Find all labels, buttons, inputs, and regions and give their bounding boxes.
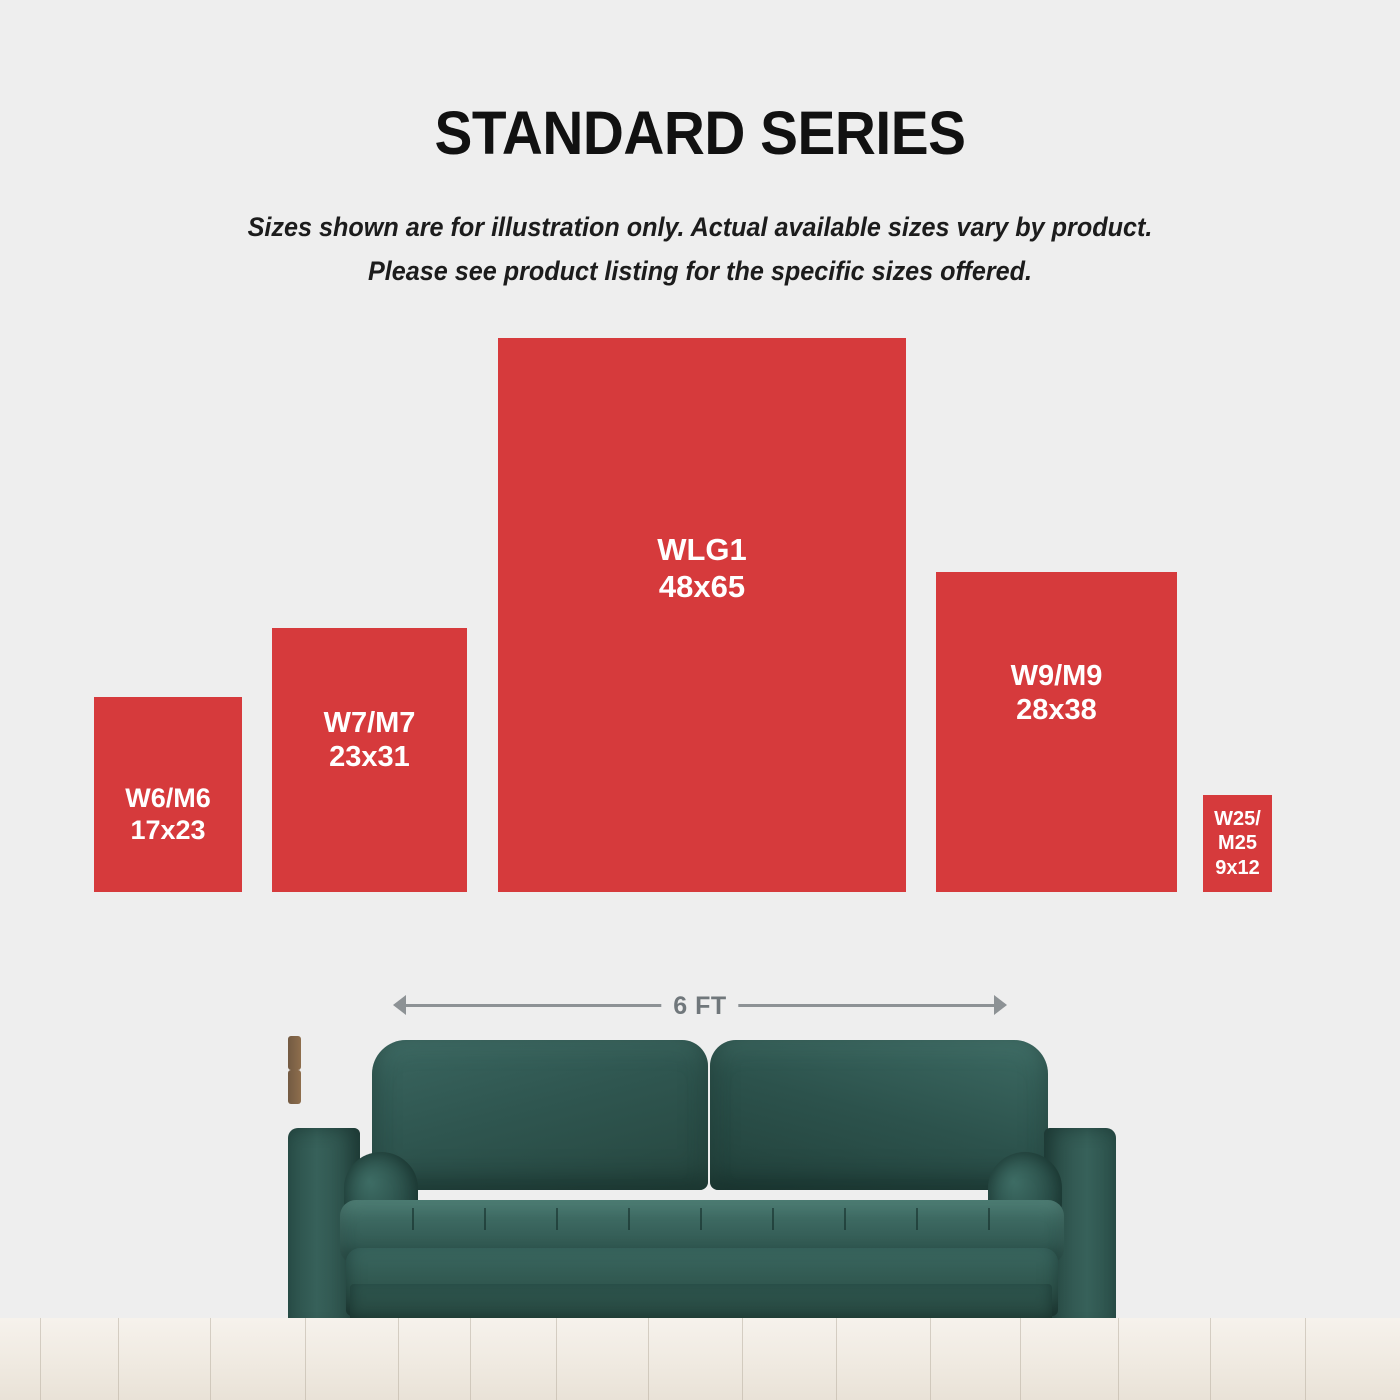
frame-name: W6/M6 xyxy=(125,782,211,813)
frame-size: 17x23 xyxy=(130,814,206,845)
frame-name-part-1: W25/ xyxy=(1214,807,1261,830)
sofa-skirt xyxy=(350,1284,1052,1324)
frame-name: W7/M7 xyxy=(323,706,416,739)
floor-plank-line xyxy=(742,1318,743,1400)
size-frame-wlg1[interactable]: WLG1 48x65 xyxy=(498,338,906,892)
arrow-right-icon xyxy=(994,995,1007,1015)
floor xyxy=(0,1318,1400,1400)
sofa-leg-back-right xyxy=(288,1070,301,1104)
subtitle-line-2: Please see product listing for the speci… xyxy=(367,256,1033,286)
seat-tuft-line xyxy=(988,1208,990,1230)
measure-label: 6 FT xyxy=(661,989,739,1024)
floor-plank-line xyxy=(1305,1318,1306,1400)
size-frame-w9-m9[interactable]: W9/M9 28x38 xyxy=(936,572,1177,892)
frame-size: 48x65 xyxy=(658,569,746,604)
sofa-leg-back-left xyxy=(288,1036,301,1070)
size-frame-label: W9/M9 28x38 xyxy=(1011,659,1103,727)
frame-size: 9x12 xyxy=(1215,856,1260,879)
frame-name-part-2: M25 xyxy=(1218,832,1257,855)
seat-tuft-line xyxy=(484,1208,486,1230)
sofa-illustration xyxy=(288,1036,1116,1355)
page-subtitle: Sizes shown are for illustration only. A… xyxy=(35,205,1365,293)
frame-name: W9/M9 xyxy=(1010,659,1103,692)
size-frame-w25-m25[interactable]: W25/ M25 9x12 xyxy=(1203,795,1272,892)
frame-size: 28x38 xyxy=(1016,694,1097,726)
floor-plank-line xyxy=(305,1318,306,1400)
floor-plank-line xyxy=(836,1318,837,1400)
seat-tuft-line xyxy=(700,1208,702,1230)
seat-tuft-line xyxy=(412,1208,414,1230)
size-frame-label: WLG1 48x65 xyxy=(657,532,747,605)
size-frame-w7-m7[interactable]: W7/M7 23x31 xyxy=(272,628,467,892)
floor-plank-line xyxy=(398,1318,399,1400)
size-frame-label: W7/M7 23x31 xyxy=(324,706,416,774)
width-measurement: 6 FT xyxy=(393,989,1007,1024)
floor-plank-line xyxy=(118,1318,119,1400)
seat-tuft-line xyxy=(628,1208,630,1230)
seat-tuft-line xyxy=(772,1208,774,1230)
arrow-left-icon xyxy=(393,995,406,1015)
seat-tuft-line xyxy=(844,1208,846,1230)
floor-plank-line xyxy=(556,1318,557,1400)
frame-size: 23x31 xyxy=(329,741,410,773)
floor-plank-line xyxy=(40,1318,41,1400)
floor-plank-line xyxy=(470,1318,471,1400)
size-frame-label: W6/M6 17x23 xyxy=(125,783,211,847)
floor-plank-line xyxy=(1210,1318,1211,1400)
sofa-back-cushion-right xyxy=(710,1040,1048,1190)
floor-plank-line xyxy=(1118,1318,1119,1400)
subtitle-line-1: Sizes shown are for illustration only. A… xyxy=(247,212,1153,242)
frame-name: WLG1 xyxy=(657,532,747,568)
size-frame-label: W25/ M25 9x12 xyxy=(1214,807,1261,880)
size-frame-w6-m6[interactable]: W6/M6 17x23 xyxy=(94,697,242,892)
floor-plank-line xyxy=(930,1318,931,1400)
floor-plank-line xyxy=(648,1318,649,1400)
floor-plank-line xyxy=(210,1318,211,1400)
floor-plank-line xyxy=(1020,1318,1021,1400)
sofa-back-cushion-left xyxy=(372,1040,708,1190)
page-title: STANDARD SERIES xyxy=(434,99,966,167)
seat-tuft-line xyxy=(916,1208,918,1230)
seat-tuft-line xyxy=(556,1208,558,1230)
